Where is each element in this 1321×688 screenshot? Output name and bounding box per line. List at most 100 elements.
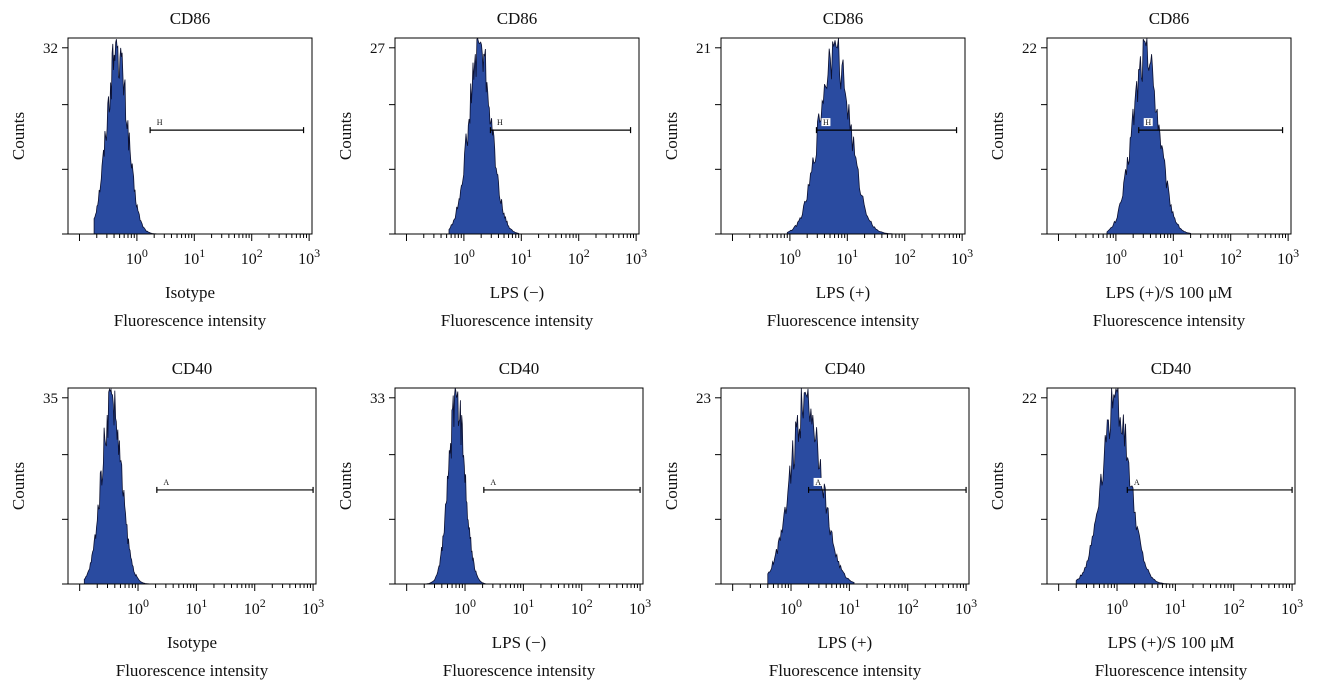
x-axis-label: Fluorescence intensity xyxy=(1093,311,1246,330)
x-tick-label: 103 xyxy=(629,596,651,618)
y-axis-label: Counts xyxy=(336,112,355,160)
plot-frame xyxy=(394,37,640,235)
histogram-panel-7: CD40 Counts 23 100 101 102 103 A LPS (+) Fluoresc… xyxy=(662,359,977,680)
gate-label-bg xyxy=(813,477,823,486)
panel-title: CD86 xyxy=(1149,9,1190,28)
panel-title: CD40 xyxy=(172,359,213,378)
gate-label-bg xyxy=(161,477,171,486)
x-tick-label: 103 xyxy=(625,246,647,268)
x-tick-label: 101 xyxy=(1164,596,1186,618)
x-tick-label: 100 xyxy=(779,246,801,268)
histogram-panel-5: CD40 Counts 35 100 101 102 103 A Isotype Fluoresc… xyxy=(9,359,324,680)
gate-label: H xyxy=(497,118,503,127)
x-axis-label: Fluorescence intensity xyxy=(1095,661,1248,680)
histogram-distribution xyxy=(767,387,855,585)
y-axis-label: Counts xyxy=(336,462,355,510)
y-axis-label: Counts xyxy=(988,112,1007,160)
y-tick-max-label: 22 xyxy=(1022,41,1037,57)
histogram-distribution xyxy=(448,37,520,235)
x-axis-label: Fluorescence intensity xyxy=(443,661,596,680)
y-tick-max-label: 35 xyxy=(43,391,58,407)
x-tick-label: 103 xyxy=(302,596,324,618)
x-tick-label: 101 xyxy=(512,596,534,618)
gate-label: H xyxy=(157,118,163,127)
x-axis-label: Fluorescence intensity xyxy=(769,661,922,680)
x-tick-label: 101 xyxy=(838,596,860,618)
x-tick-label: 101 xyxy=(1162,246,1184,268)
x-tick-label: 100 xyxy=(780,596,802,618)
histogram-distribution xyxy=(426,387,486,585)
y-axis-label: Counts xyxy=(662,112,681,160)
gate-label-bg xyxy=(488,477,498,486)
gate-label-bg xyxy=(495,118,505,127)
x-tick-label: 100 xyxy=(127,596,149,618)
y-tick-max-label: 23 xyxy=(696,391,711,407)
x-axis-label: Fluorescence intensity xyxy=(441,311,594,330)
histogram-distribution xyxy=(93,39,160,235)
histogram-distribution xyxy=(1075,387,1173,585)
x-axis-label: Fluorescence intensity xyxy=(116,661,269,680)
x-tick-label: 101 xyxy=(185,596,207,618)
histogram-panel-4: CD86 Counts 22 100 101 102 103 H LPS (+)/S 100 μ… xyxy=(988,9,1299,330)
panel-title: CD86 xyxy=(497,9,538,28)
x-tick-label: 101 xyxy=(510,246,532,268)
x-tick-label: 102 xyxy=(894,246,916,268)
y-tick-max-label: 22 xyxy=(1022,391,1037,407)
y-tick-max-label: 32 xyxy=(43,41,58,57)
x-tick-label: 102 xyxy=(897,596,919,618)
plot-frame xyxy=(720,37,966,235)
y-axis-label: Counts xyxy=(9,112,28,160)
histogram-distribution xyxy=(1106,38,1191,235)
x-tick-label: 103 xyxy=(1281,596,1303,618)
x-tick-label: 103 xyxy=(951,246,973,268)
x-tick-label: 101 xyxy=(836,246,858,268)
gate-label: A xyxy=(1134,478,1140,487)
x-tick-label: 102 xyxy=(1223,596,1245,618)
x-tick-label: 103 xyxy=(955,596,977,618)
gate-label-bg xyxy=(1143,118,1153,127)
sample-label: LPS (+)/S 100 μM xyxy=(1106,283,1233,302)
gate-label: A xyxy=(490,478,496,487)
plot-frame xyxy=(1046,387,1296,585)
x-tick-label: 102 xyxy=(241,246,263,268)
gate-label: A xyxy=(815,478,821,487)
x-tick-label: 102 xyxy=(244,596,266,618)
y-axis-label: Counts xyxy=(9,462,28,510)
sample-label: LPS (−) xyxy=(490,283,544,302)
sample-label: Isotype xyxy=(165,283,215,302)
gate-label: H xyxy=(1145,118,1151,127)
histogram-panel-2: CD86 Counts 27 100 101 102 103 H LPS (−) Fluoresc… xyxy=(336,9,647,330)
plot-frame xyxy=(67,37,313,235)
x-tick-label: 100 xyxy=(453,246,475,268)
gate-label-bg xyxy=(1132,477,1142,486)
y-axis-label: Counts xyxy=(662,462,681,510)
sample-label: LPS (+) xyxy=(816,283,870,302)
panel-title: CD40 xyxy=(825,359,866,378)
y-tick-max-label: 21 xyxy=(696,41,711,57)
plot-frame xyxy=(720,387,970,585)
y-axis-label: Counts xyxy=(988,462,1007,510)
x-tick-label: 103 xyxy=(1277,246,1299,268)
histogram-panel-8: CD40 Counts 22 100 101 102 103 A LPS (+)/S 100 μ… xyxy=(988,359,1303,680)
x-tick-label: 100 xyxy=(126,246,148,268)
panel-title: CD40 xyxy=(499,359,540,378)
x-tick-label: 102 xyxy=(568,246,590,268)
x-tick-label: 100 xyxy=(1105,246,1127,268)
gate-label-bg xyxy=(155,118,165,127)
x-axis-label: Fluorescence intensity xyxy=(767,311,920,330)
x-tick-label: 103 xyxy=(298,246,320,268)
x-tick-label: 102 xyxy=(1220,246,1242,268)
gate-label: A xyxy=(163,478,169,487)
plot-frame xyxy=(67,387,317,585)
sample-label: LPS (+)/S 100 μM xyxy=(1108,633,1235,652)
x-tick-label: 101 xyxy=(183,246,205,268)
gate-label-bg xyxy=(821,118,831,127)
panel-title: CD40 xyxy=(1151,359,1192,378)
histogram-panel-3: CD86 Counts 21 100 101 102 103 H LPS (+) Fluoresc… xyxy=(662,9,973,330)
sample-label: LPS (−) xyxy=(492,633,546,652)
histogram-distribution xyxy=(83,387,153,585)
x-tick-label: 100 xyxy=(1106,596,1128,618)
plot-frame xyxy=(1046,37,1292,235)
x-tick-label: 100 xyxy=(454,596,476,618)
